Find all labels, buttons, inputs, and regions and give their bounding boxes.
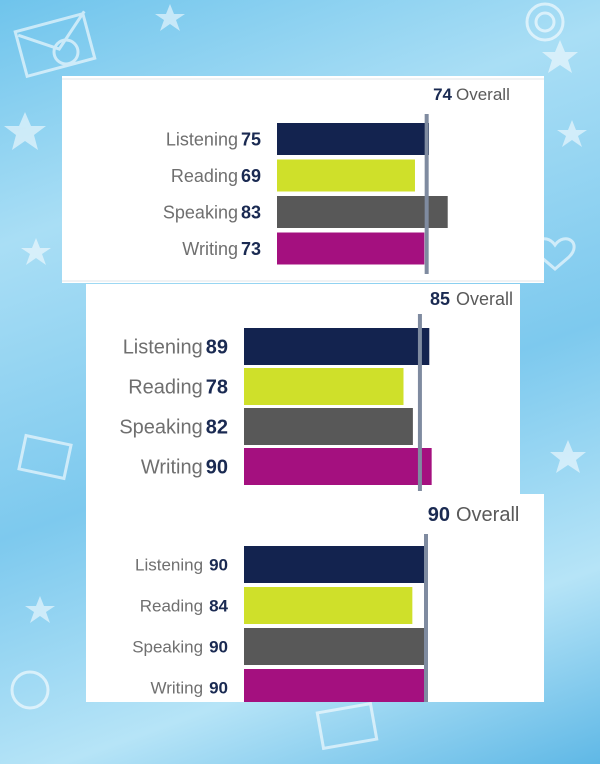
skill-label-speaking: Speaking 83 [163,202,261,222]
score-value: 73 [241,239,261,259]
score-value: 82 [206,417,228,439]
bar-listening [244,546,426,583]
bar-listening [244,328,430,365]
star-icon [550,440,586,473]
overall-label: 85 [430,289,450,309]
skill-label-listening: Listening 75 [166,129,261,149]
skill-label-speaking: Speaking 82 [119,417,228,439]
overall-word: Overall [456,85,510,104]
bar-writing [244,448,432,485]
bubble-icon [52,38,80,66]
skill-label: Listening [123,337,203,359]
skill-label-reading: Reading 78 [128,377,228,399]
skill-label-reading: Reading 84 [140,597,229,616]
skill-label-reading: Reading 69 [171,166,261,186]
circle-icon [525,2,565,42]
skill-label-writing: Writing 73 [182,239,261,259]
envelope-icon [17,433,73,481]
bar-listening [277,123,429,155]
skill-label: Speaking [163,202,238,222]
star-icon [25,596,55,623]
score-value: 78 [206,377,228,399]
star-icon [542,40,578,73]
skill-label: Reading [140,597,203,616]
score-value: 90 [209,679,228,698]
bubble-icon [10,670,50,710]
score-value: 69 [241,166,261,186]
skill-label-listening: Listening 90 [135,556,228,575]
skill-label: Reading [128,377,203,399]
score-value: 90 [209,638,228,657]
star-icon [4,112,46,150]
bar-reading [244,368,404,405]
overall-marker-line [424,114,429,274]
score-report-3: Listening 90 Reading 84 Speaking 90 Writing 90 … [86,494,544,702]
score-value: 83 [241,202,261,222]
bar-speaking [244,408,413,445]
skill-label: Writing [182,239,238,259]
skill-label: Speaking [119,417,202,439]
score-value: 89 [206,337,228,359]
skill-label-speaking: Speaking 90 [132,638,228,657]
envelope-icon [13,11,97,79]
score-value: 90 [206,457,228,479]
star-icon [21,238,51,265]
skill-label-writing: Writing 90 [150,679,228,698]
star-icon [155,4,185,31]
score-value: 90 [209,556,228,575]
overall-marker-line [417,314,422,491]
score-value: 75 [241,129,261,149]
star-icon [557,120,587,147]
overall-marker-line [424,534,428,702]
overall-label: 74 [433,85,452,104]
skill-label: Reading [171,166,238,186]
bar-writing [244,669,426,702]
overall-label: 90 [428,504,450,526]
skill-label: Listening [166,129,238,149]
envelope-icon [315,701,379,751]
skill-label-listening: Listening 89 [123,337,228,359]
overall-word: Overall [456,504,519,526]
bar-writing [277,232,425,265]
score-value: 84 [209,597,228,616]
skill-label: Listening [135,556,203,575]
overall-word: Overall [456,289,513,309]
skill-label: Speaking [132,638,203,657]
bar-reading [244,587,413,624]
score-report-1: Listening 75 Reading 69 Speaking 83 Writing 73 … [62,76,544,283]
bar-speaking [244,628,426,665]
score-report-2: Listening 89 Reading 78 Speaking 82 Writing 90 … [86,284,520,496]
skill-label: Writing [150,679,203,698]
bar-reading [277,159,415,192]
bar-speaking [277,196,448,228]
skill-label: Writing [141,457,203,479]
skill-label-writing: Writing 90 [141,457,228,479]
